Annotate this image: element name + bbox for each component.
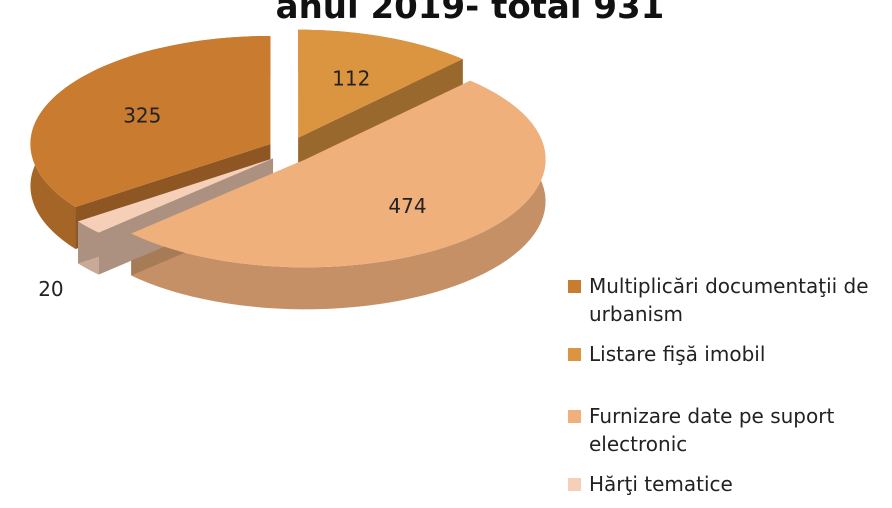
legend-item: Listare fişă imobil xyxy=(568,340,888,368)
legend-item: Hărţi tematice xyxy=(568,470,888,498)
slice xyxy=(78,158,274,233)
slice-side xyxy=(131,80,546,310)
legend-label: Multiplicări documentaţii de urbanism xyxy=(589,274,869,326)
slice xyxy=(131,80,546,268)
legend-label: Furnizare date pe suport electronic xyxy=(589,404,835,456)
slice-wall xyxy=(78,158,274,264)
data-label: 325 xyxy=(123,103,161,127)
data-label: 20 xyxy=(38,277,63,301)
legend-item: Multiplicări documentaţii de urbanism xyxy=(568,272,888,328)
legend-item: Furnizare date pe suport electronic xyxy=(568,402,888,458)
legend-swatch xyxy=(568,478,581,491)
slice xyxy=(30,35,271,207)
legend-swatch xyxy=(568,410,581,423)
data-label: 474 xyxy=(388,194,426,218)
slice xyxy=(298,29,463,138)
chart-title: anul 2019- total 931 xyxy=(276,0,665,27)
data-label: 112 xyxy=(332,67,370,91)
legend: Multiplicări documentaţii de urbanism Lis… xyxy=(568,272,888,508)
legend-swatch xyxy=(568,280,581,293)
legend-label: Listare fişă imobil xyxy=(589,342,766,366)
legend-label: Hărţi tematice xyxy=(589,472,733,496)
legend-swatch xyxy=(568,348,581,361)
